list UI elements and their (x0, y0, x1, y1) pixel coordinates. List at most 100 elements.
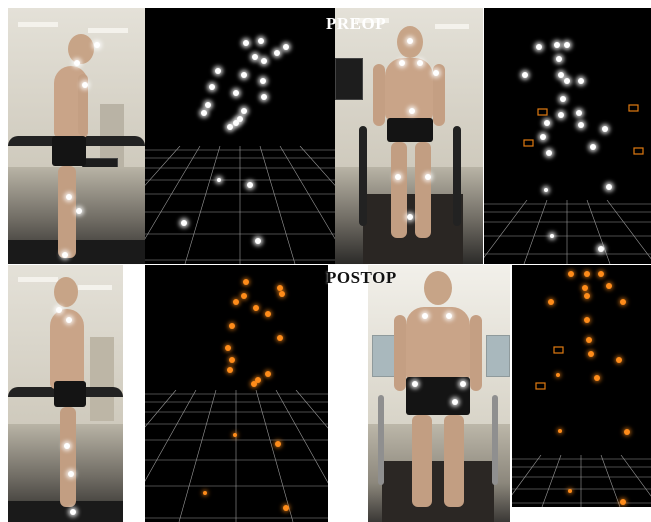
leg (60, 407, 76, 507)
shorts (54, 381, 86, 407)
mocap-marker (233, 299, 239, 305)
mocap-marker (548, 299, 554, 305)
reflective-marker (409, 108, 415, 114)
ceiling-light (18, 277, 58, 282)
mocap-marker (554, 42, 560, 48)
mocap-marker (602, 126, 608, 132)
grid-floor (145, 390, 328, 522)
mocap-marker (277, 335, 283, 341)
treadmill (363, 194, 463, 264)
leg (415, 142, 431, 238)
head (424, 271, 452, 305)
mocap-marker (576, 110, 582, 116)
mocap-marker (261, 94, 267, 100)
reflective-marker (66, 194, 72, 200)
reflective-marker (395, 174, 401, 180)
reflective-marker (94, 42, 100, 48)
mocap-marker (586, 337, 592, 343)
treadmill (8, 501, 123, 522)
mocap-marker (275, 441, 281, 447)
mocap-marker (588, 351, 594, 357)
mocap-marker (252, 54, 258, 60)
ceiling-light (18, 22, 58, 27)
mocap-marker (564, 42, 570, 48)
mocap-marker (229, 357, 235, 363)
mocap-marker (203, 491, 207, 495)
mocap-marker (606, 283, 612, 289)
preop-front-photo (335, 8, 483, 264)
mocap-marker (598, 246, 604, 252)
mocap-marker (265, 371, 271, 377)
mocap-marker (255, 377, 261, 383)
mocap-marker (578, 122, 584, 128)
mocap-marker (556, 56, 562, 62)
mocap-marker (578, 78, 584, 84)
reflective-marker (412, 381, 418, 387)
reflective-marker (433, 70, 439, 76)
mocap-marker (237, 116, 243, 122)
preop-side-photo (8, 8, 145, 264)
reflective-marker (407, 214, 413, 220)
reflective-marker (452, 399, 458, 405)
treadmill-handrail (453, 126, 461, 226)
leg (58, 166, 76, 258)
mocap-marker (217, 178, 221, 182)
mocap-marker (229, 323, 235, 329)
postop-label: POSTOP (326, 268, 397, 287)
mocap-marker (233, 433, 237, 437)
mocap-marker (522, 72, 528, 78)
postop-side-photo (8, 265, 123, 522)
mocap-marker (227, 124, 233, 130)
mocap-marker (556, 373, 560, 377)
mocap-marker (241, 72, 247, 78)
reflective-marker (66, 317, 72, 323)
mocap-marker (258, 38, 264, 44)
treadmill-handrail (378, 395, 384, 485)
reflective-marker (460, 381, 466, 387)
mocap-marker (283, 505, 289, 511)
reflective-marker (74, 60, 80, 66)
mocap-marker (598, 271, 604, 277)
mocap-marker (255, 238, 261, 244)
ceiling-light (88, 28, 128, 33)
reflective-marker (68, 471, 74, 477)
mocap-marker (241, 108, 247, 114)
postop-side-mocap (145, 265, 328, 522)
mocap-marker (546, 150, 552, 156)
ceiling-light (435, 24, 469, 29)
mocap-marker (568, 489, 572, 493)
mocap-marker (536, 44, 542, 50)
mocap-marker (251, 381, 257, 387)
reflective-marker (399, 60, 405, 66)
mocap-marker (620, 299, 626, 305)
reflective-marker (417, 60, 423, 66)
shorts (52, 136, 86, 166)
door (90, 337, 114, 421)
ceiling-light (78, 285, 112, 290)
reflective-marker (422, 313, 428, 319)
mocap-marker (209, 84, 215, 90)
mocap-marker (624, 429, 630, 435)
shorts (387, 118, 433, 142)
arm (433, 64, 445, 126)
mocap-marker (181, 220, 187, 226)
arm (470, 315, 482, 391)
arm (394, 315, 406, 391)
leg (444, 415, 464, 507)
preop-side-mocap (145, 8, 335, 264)
reflective-marker (407, 38, 413, 44)
ceiling-light (355, 18, 389, 23)
leg (391, 142, 407, 238)
mocap-marker (584, 317, 590, 323)
preop-front-mocap (484, 8, 651, 264)
mocap-marker (265, 311, 271, 317)
mocap-marker (590, 144, 596, 150)
reflective-marker (76, 208, 82, 214)
reflective-marker (64, 443, 70, 449)
cluster-box-markers (523, 104, 644, 155)
grid-floor (512, 455, 651, 507)
mocap-marker (277, 285, 283, 291)
mocap-marker (616, 357, 622, 363)
mocap-marker (558, 72, 564, 78)
mocap-marker (201, 110, 207, 116)
